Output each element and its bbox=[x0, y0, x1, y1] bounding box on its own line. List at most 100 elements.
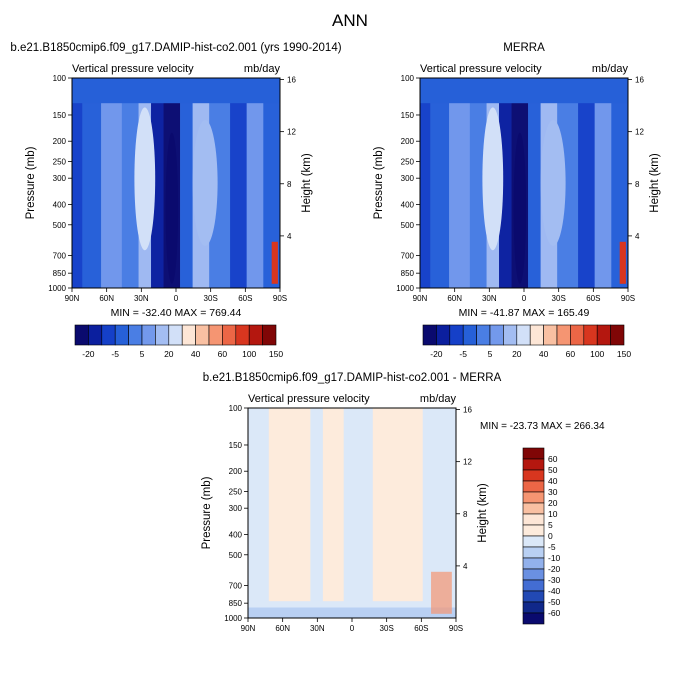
y2-axis-label: Height (km) bbox=[649, 153, 661, 213]
colorbar-swatch bbox=[476, 324, 491, 346]
colorbar-swatch bbox=[436, 324, 451, 346]
colorbar-label: 60 bbox=[218, 349, 228, 359]
colorbar-swatch bbox=[522, 502, 545, 515]
pressure-tick-label: 250 bbox=[53, 158, 67, 167]
latitude-tick-label: 30S bbox=[380, 624, 394, 633]
latitude-tick-label: 60S bbox=[586, 294, 600, 303]
variable-label: Vertical pressure velocity bbox=[248, 393, 370, 405]
colorbar-swatch bbox=[543, 324, 558, 346]
colorbar-swatch bbox=[522, 568, 545, 581]
colorbar-label: 10 bbox=[548, 509, 558, 519]
pressure-tick-label: 150 bbox=[53, 111, 67, 120]
latitude-tick-label: 90S bbox=[449, 624, 463, 633]
pressure-tick-label: 100 bbox=[229, 404, 243, 413]
latitude-tick-label: 30S bbox=[552, 294, 566, 303]
height-tick-label: 4 bbox=[635, 232, 640, 241]
colorbar-label: 150 bbox=[269, 349, 283, 359]
colorbar-swatch bbox=[522, 601, 545, 614]
latitude-tick-label: 60N bbox=[447, 294, 462, 303]
colorbar-swatch bbox=[462, 324, 477, 346]
height-tick-label: 8 bbox=[287, 180, 292, 189]
pressure-tick-label: 500 bbox=[229, 551, 243, 560]
colorbar-swatch bbox=[522, 447, 545, 460]
colorbar-label: 20 bbox=[548, 498, 558, 508]
variable-label: Vertical pressure velocity bbox=[420, 63, 542, 75]
colorbar-label: 0 bbox=[548, 531, 553, 541]
colorbar-label: 60 bbox=[566, 349, 576, 359]
colorbar-label: 5 bbox=[488, 349, 493, 359]
colorbar-label: -5 bbox=[548, 542, 556, 552]
pressure-tick-label: 200 bbox=[53, 137, 67, 146]
pressure-tick-label: 400 bbox=[229, 530, 243, 539]
colorbar-label: -30 bbox=[548, 575, 561, 585]
colorbar-swatch bbox=[235, 324, 250, 346]
colorbar-label: -20 bbox=[430, 349, 443, 359]
pressure-tick-label: 400 bbox=[401, 200, 415, 209]
colorbar-swatch bbox=[522, 480, 545, 493]
colorbar-swatch bbox=[583, 324, 598, 346]
colorbar-swatch bbox=[114, 324, 129, 346]
height-tick-label: 12 bbox=[463, 458, 472, 467]
pressure-tick-label: 150 bbox=[229, 441, 243, 450]
pressure-tick-label: 850 bbox=[53, 269, 67, 278]
pressure-tick-label: 250 bbox=[229, 488, 243, 497]
latitude-tick-label: 60N bbox=[275, 624, 290, 633]
latitude-tick-label: 30N bbox=[482, 294, 497, 303]
colorbar-swatch bbox=[596, 324, 611, 346]
colorbar-swatch bbox=[556, 324, 571, 346]
panel-1: b.e21.B1850cmip6.f09_g17.DAMIP-hist-co2.… bbox=[10, 42, 341, 359]
min-max-stats: MIN = -41.87 MAX = 165.49 bbox=[459, 307, 590, 319]
pressure-tick-label: 1000 bbox=[48, 284, 66, 293]
y-axis-label: Pressure (mb) bbox=[25, 146, 37, 219]
height-tick-label: 16 bbox=[635, 76, 644, 85]
colorbar-swatch bbox=[422, 324, 437, 346]
pressure-tick-label: 100 bbox=[53, 74, 67, 83]
colorbar-label: 40 bbox=[539, 349, 549, 359]
colorbar-label: 100 bbox=[242, 349, 256, 359]
colorbar-swatch bbox=[449, 324, 464, 346]
height-tick-label: 4 bbox=[463, 562, 468, 571]
colorbar-swatch bbox=[522, 579, 545, 592]
colorbar-swatch bbox=[88, 324, 103, 346]
pressure-tick-label: 300 bbox=[229, 504, 243, 513]
panel-3: b.e21.B1850cmip6.f09_g17.DAMIP-hist-co2.… bbox=[201, 372, 605, 633]
colorbar-label: 50 bbox=[548, 465, 558, 475]
colorbar-swatch bbox=[101, 324, 116, 346]
colorbar-swatch bbox=[208, 324, 223, 346]
colorbar-label: -10 bbox=[548, 553, 561, 563]
pressure-tick-label: 300 bbox=[53, 174, 67, 183]
colorbar-swatch bbox=[522, 546, 545, 559]
latitude-tick-label: 60S bbox=[414, 624, 428, 633]
latitude-tick-label: 0 bbox=[350, 624, 355, 633]
height-tick-label: 8 bbox=[463, 510, 468, 519]
colorbar-swatch bbox=[503, 324, 518, 346]
height-tick-label: 12 bbox=[635, 128, 644, 137]
colorbar-swatch bbox=[155, 324, 170, 346]
colorbar-swatch bbox=[248, 324, 263, 346]
min-max-stats: MIN = -23.73 MAX = 266.34 bbox=[480, 421, 605, 432]
colorbar-swatch bbox=[489, 324, 504, 346]
colorbar-swatch bbox=[570, 324, 585, 346]
height-tick-label: 8 bbox=[635, 180, 640, 189]
latitude-tick-label: 90N bbox=[241, 624, 256, 633]
units-label: mb/day bbox=[244, 63, 281, 75]
panel-2: MERRA Vertical pressure velocity mb/day 100… bbox=[373, 42, 661, 359]
colorbar-label: 40 bbox=[548, 476, 558, 486]
pressure-tick-label: 1000 bbox=[224, 614, 242, 623]
colorbar-swatch bbox=[522, 469, 545, 482]
min-max-stats: MIN = -32.40 MAX = 769.44 bbox=[111, 307, 242, 319]
colorbar-label: 30 bbox=[548, 487, 558, 497]
panel-title: MERRA bbox=[503, 42, 545, 54]
colorbar-label: -50 bbox=[548, 597, 561, 607]
latitude-tick-label: 30N bbox=[134, 294, 149, 303]
colorbar-swatch bbox=[516, 324, 531, 346]
colorbar-swatch bbox=[522, 535, 545, 548]
colorbar-label: 20 bbox=[512, 349, 522, 359]
latitude-tick-label: 60N bbox=[99, 294, 114, 303]
colorbar-label: 5 bbox=[140, 349, 145, 359]
variable-label: Vertical pressure velocity bbox=[72, 63, 194, 75]
colorbar-swatch bbox=[529, 324, 544, 346]
colorbar-swatch bbox=[195, 324, 210, 346]
pressure-tick-label: 500 bbox=[53, 221, 67, 230]
colorbar-label: 150 bbox=[617, 349, 631, 359]
